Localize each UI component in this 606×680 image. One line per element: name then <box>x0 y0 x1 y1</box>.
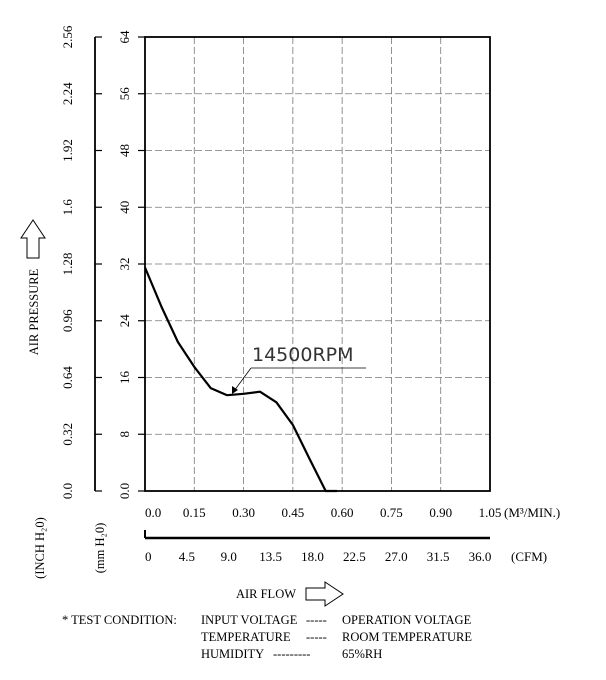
flow-cfm-tick-label: 0 <box>145 549 152 564</box>
flow-m3-tick-label: 0.90 <box>429 505 452 520</box>
tc-humidity-dashes: --------- <box>273 647 310 661</box>
y-axis-title-group: AIR PRESSURE <box>20 219 46 355</box>
flow-m3-tick-label: 0.30 <box>232 505 255 520</box>
right-arrow-icon <box>305 581 344 607</box>
flow-cfm-tick-label: 9.0 <box>221 549 237 564</box>
flow-cfm-tick-label: 22.5 <box>343 549 366 564</box>
mm-tick-label: 40 <box>117 201 132 214</box>
tc-input-voltage-dashes: ----- <box>306 613 327 627</box>
flow-m3-tick-label: 0.15 <box>183 505 206 520</box>
annotation-arrowhead <box>232 386 238 394</box>
tick-labels: 0.0 0.32 0.64 0.96 1.28 1.6 1.92 2.24 2.56 0.0 8 16… <box>60 25 501 564</box>
inch-tick-label: 2.56 <box>60 25 75 48</box>
tc-temperature-value: ROOM TEMPERATURE <box>342 630 472 644</box>
flow-m3-tick-label: 0.75 <box>380 505 403 520</box>
flow-m3-tick-label: 0.45 <box>281 505 304 520</box>
axes <box>94 36 491 540</box>
test-condition: * TEST CONDITION: INPUT VOLTAGE ----- OP… <box>62 613 472 661</box>
test-condition-prefix: * TEST CONDITION: <box>62 613 177 627</box>
annotation-leader <box>233 367 252 392</box>
tc-input-voltage-label: INPUT VOLTAGE <box>201 613 298 627</box>
y-axis-unit-inch: (INCH H₂0) <box>33 517 47 579</box>
flow-cfm-tick-label: 36.0 <box>469 549 492 564</box>
curve-label: 14500RPM <box>252 344 354 366</box>
mm-tick-label: 8 <box>117 431 132 438</box>
grid-lines <box>145 37 490 491</box>
inch-tick-label: 0.96 <box>60 309 75 332</box>
curve-14500rpm <box>143 267 338 493</box>
inch-tick-label: 0.0 <box>60 483 75 499</box>
mm-tick-label: 24 <box>117 314 132 328</box>
y-axis-title: AIR PRESSURE <box>27 268 41 355</box>
inch-tick-label: 2.24 <box>60 82 75 105</box>
mm-tick-label: 16 <box>117 371 132 385</box>
flow-cfm-tick-label: 4.5 <box>179 549 195 564</box>
mm-tick-label: 32 <box>117 258 132 271</box>
x-axis-title: AIR FLOW <box>236 587 296 601</box>
mm-tick-label: 48 <box>117 144 132 157</box>
inch-tick-label: 0.64 <box>60 366 75 389</box>
x-axis-unit-top: (M³/MIN.) <box>504 505 560 520</box>
inch-tick-label: 1.28 <box>60 253 75 276</box>
flow-m3-tick-label: 0.0 <box>145 505 161 520</box>
inch-tick-label: 0.32 <box>60 423 75 446</box>
flow-m3-tick-label: 0.60 <box>331 505 354 520</box>
flow-cfm-tick-label: 31.5 <box>427 549 450 564</box>
flow-m3-tick-label: 1.05 <box>479 505 502 520</box>
flow-cfm-tick-label: 27.0 <box>385 549 408 564</box>
x-axis-unit-bottom: (CFM) <box>511 549 547 564</box>
tc-temperature-dashes: ----- <box>306 630 327 644</box>
inch-tick-label: 1.6 <box>60 199 75 216</box>
mm-tick-label: 56 <box>117 87 132 101</box>
tc-input-voltage-value: OPERATION VOLTAGE <box>342 613 472 627</box>
y-axis-unit-mm: (mm H₂0) <box>93 523 107 574</box>
up-arrow-icon <box>20 219 46 259</box>
inch-tick-label: 1.92 <box>60 139 75 162</box>
performance-curves <box>143 267 338 493</box>
tc-humidity-value: 65%RH <box>342 647 382 661</box>
curve-annotation: 14500RPM <box>232 344 366 394</box>
flow-cfm-tick-label: 13.5 <box>259 549 282 564</box>
tc-humidity-label: HUMIDITY <box>201 647 264 661</box>
mm-tick-label: 0.0 <box>117 483 132 499</box>
tc-temperature-label: TEMPERATURE <box>201 630 291 644</box>
mm-tick-label: 64 <box>117 30 132 44</box>
flow-cfm-tick-label: 18.0 <box>301 549 324 564</box>
